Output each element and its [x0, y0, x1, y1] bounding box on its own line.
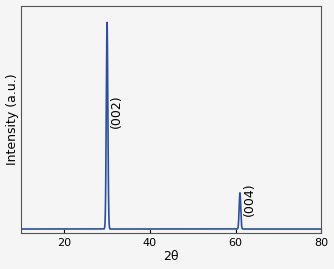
Text: (004): (004) — [242, 182, 256, 216]
X-axis label: 2θ: 2θ — [164, 250, 179, 263]
Text: (002): (002) — [110, 94, 123, 128]
Y-axis label: Intensity (a.u.): Intensity (a.u.) — [6, 73, 19, 165]
